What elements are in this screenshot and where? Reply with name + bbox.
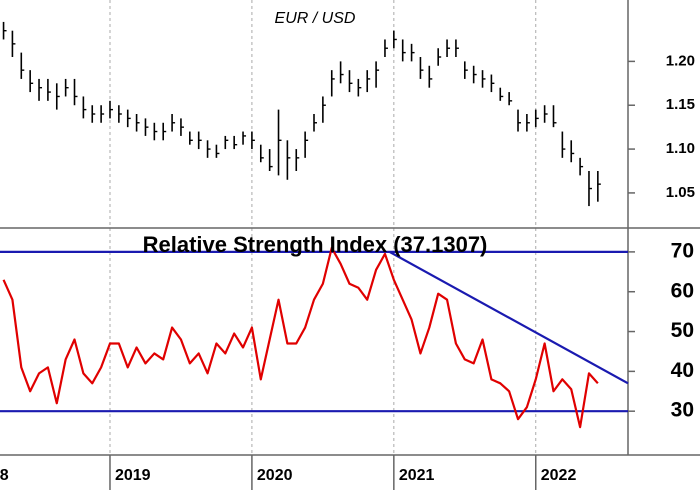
chart-title: EUR / USD: [275, 10, 356, 27]
chart-title: Relative Strength Index (37.1307): [143, 232, 488, 257]
x-tick-label: 2021: [399, 467, 435, 484]
y-tick-label: 60: [671, 279, 694, 302]
x-tick-label: 2018: [0, 467, 9, 484]
y-tick-label: 1.10: [666, 140, 695, 157]
x-tick-label: 2020: [257, 467, 293, 484]
y-tick-label: 1.15: [666, 96, 695, 113]
y-tick-label: 70: [671, 239, 694, 262]
y-tick-label: 50: [671, 319, 694, 342]
rsi-line: [2, 246, 599, 429]
y-tick-label: 30: [671, 399, 694, 422]
y-tick-label: 1.20: [666, 52, 695, 69]
x-tick-label: 2019: [115, 467, 151, 484]
trend-line: [389, 250, 629, 385]
y-tick-label: 40: [671, 359, 694, 382]
y-tick-label: 1.05: [666, 184, 695, 201]
x-tick-label: 2022: [541, 467, 577, 484]
